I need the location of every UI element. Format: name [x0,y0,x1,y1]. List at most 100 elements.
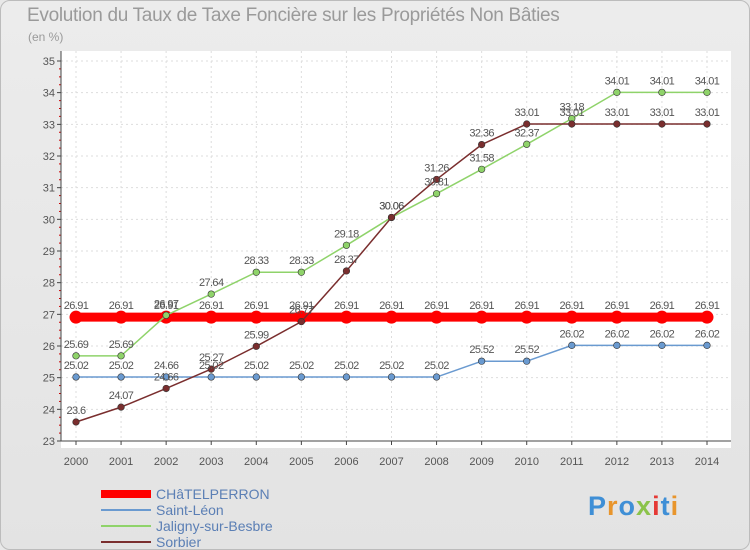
data-point [252,268,260,276]
data-label: 31.26 [424,162,449,174]
data-label: 26.91 [64,300,89,312]
data-label: 25.02 [199,360,224,372]
data-label: 25.02 [334,360,359,372]
data-point [523,140,531,148]
data-label: 25.52 [514,344,539,356]
proxiti-logo: Proxiti [588,491,679,522]
data-point [432,373,441,381]
data-label: 25.27 [199,352,224,364]
data-point [703,88,711,96]
data-label: 28.37 [334,254,359,266]
data-label: 26.91 [695,300,720,312]
y-tick-label: 27 [43,309,55,321]
legend: CHâTELPERRON Saint-Léon Jaligny-sur-Besb… [101,486,341,550]
data-label: 24.66 [154,360,179,372]
data-point [658,88,666,96]
logo-letter: r [607,491,619,521]
data-label: 26.91 [514,300,539,312]
data-point [207,373,215,381]
y-tick-label: 35 [43,56,55,68]
data-label: 29.18 [334,228,359,240]
data-point [297,268,305,276]
data-label: 26.02 [650,328,675,340]
data-point [613,88,621,96]
y-tick-label: 31 [43,183,55,195]
data-point [252,342,260,350]
y-tick-label: 32 [43,151,55,163]
plot-area [61,51,731,448]
data-label: 26.91 [469,300,494,312]
data-point [565,310,579,324]
data-point [475,310,489,324]
legend-swatch [101,509,151,511]
data-label: 28.33 [289,255,314,267]
logo-letter: t [660,491,671,521]
data-label: 26.91 [154,300,179,312]
data-point [478,165,486,173]
data-point [523,120,531,128]
data-point [339,310,353,324]
data-label: 30.06 [379,200,404,212]
x-tick-label: 2007 [379,456,403,468]
logo-letter: o [618,491,637,521]
unit-label: (en %) [28,30,64,44]
x-tick-label: 2002 [154,456,178,468]
data-point [613,341,621,349]
data-label: 26.91 [334,300,359,312]
legend-swatch [101,541,151,543]
y-tick-label: 23 [43,436,55,448]
x-tick-label: 2011 [560,456,584,468]
data-point [430,310,444,324]
data-label: 25.69 [64,339,89,351]
data-point [117,373,125,381]
x-tick-label: 2001 [109,456,133,468]
data-point [72,373,80,381]
x-tick-label: 2008 [424,456,448,468]
x-tick-label: 2009 [469,456,493,468]
data-label: 32.36 [469,128,494,140]
legend-label: Sorbier [156,534,202,550]
chart-title: Evolution du Taux de Taxe Foncière sur l… [27,5,560,26]
data-point [162,384,170,393]
data-label: 25.99 [244,329,269,341]
logo-letter: i [670,491,680,521]
legend-label: CHâTELPERRON [156,486,270,502]
data-point [342,373,351,381]
data-label: 25.02 [64,360,89,372]
y-tick-label: 25 [43,373,55,385]
data-point [478,357,486,365]
data-point [655,310,669,324]
logo-letter: P [588,491,608,521]
legend-item: Saint-Léon [101,502,341,518]
data-label: 25.02 [109,360,134,372]
y-tick-label: 26 [43,341,55,353]
data-label: 25.69 [109,339,134,351]
data-label: 24.07 [109,390,134,402]
data-point [520,310,534,324]
data-point [342,267,351,275]
data-label: 26.91 [244,300,269,312]
data-point [252,373,260,381]
data-label: 26.02 [560,328,585,340]
data-label: 26.02 [695,328,720,340]
data-label: 26.91 [605,300,630,312]
data-label: 26.91 [289,300,314,312]
data-point [703,341,711,349]
x-tick-label: 2014 [695,456,719,468]
data-label: 25.02 [424,360,449,372]
data-point [658,120,666,128]
data-point [523,357,531,365]
data-label: 32.37 [514,127,539,139]
data-label: 26.97 [154,298,179,310]
data-point [204,310,218,324]
data-point [478,141,486,149]
data-label: 26.91 [424,300,449,312]
data-label: 27.64 [199,277,224,289]
data-point [610,310,624,324]
data-label: 30.81 [424,177,449,189]
x-tick-label: 2004 [244,456,268,468]
data-point [658,341,666,349]
legend-label: Jaligny-sur-Besbre [156,518,273,534]
data-point [387,373,396,381]
x-tick-label: 2000 [64,456,88,468]
